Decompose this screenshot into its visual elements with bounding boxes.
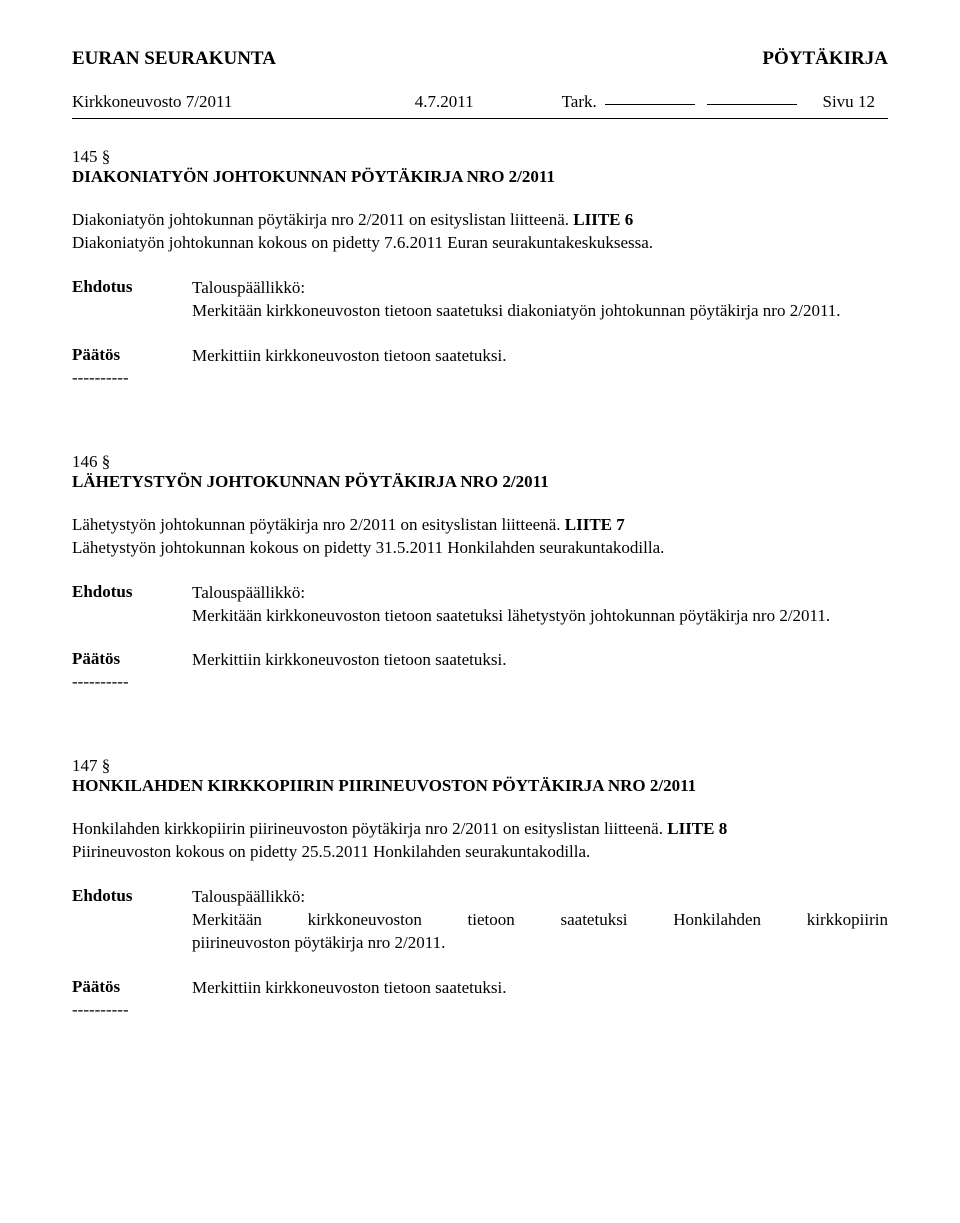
intro-part1: Lähetystyön johtokunnan pöytäkirja nro 2… xyxy=(72,515,565,534)
ehdotus-role: Talouspäällikkö: xyxy=(192,278,305,297)
section-number: 145 § xyxy=(72,147,888,167)
section-147: 147 § HONKILAHDEN KIRKKOPIIRIN PIIRINEUV… xyxy=(72,756,888,1020)
paatos-row: Päätös Merkittiin kirkkoneuvoston tietoo… xyxy=(72,649,888,672)
org-name: EURAN SEURAKUNTA xyxy=(72,48,276,70)
paatos-row: Päätös Merkittiin kirkkoneuvoston tietoo… xyxy=(72,977,888,1000)
paatos-row: Päätös Merkittiin kirkkoneuvoston tietoo… xyxy=(72,345,888,368)
intro-part1: Diakoniatyön johtokunnan pöytäkirja nro … xyxy=(72,210,573,229)
document-subheader: Kirkkoneuvosto 7/2011 4.7.2011 Tark. Siv… xyxy=(72,92,888,112)
intro-part2: Piirineuvoston kokous on pidetty 25.5.20… xyxy=(72,842,590,861)
ehdotus-text-line2: piirineuvoston pöytäkirja nro 2/2011. xyxy=(192,933,445,952)
section-intro: Lähetystyön johtokunnan pöytäkirja nro 2… xyxy=(72,514,888,560)
ehdotus-row: Ehdotus Talouspäällikkö: Merkitään kirkk… xyxy=(72,277,888,323)
header-rule xyxy=(72,118,888,119)
liite-ref: LIITE 8 xyxy=(667,819,727,838)
section-heading: DIAKONIATYÖN JOHTOKUNNAN PÖYTÄKIRJA NRO … xyxy=(72,167,888,187)
paatos-label: Päätös xyxy=(72,649,192,672)
ehdotus-label: Ehdotus xyxy=(72,277,192,323)
page-number: 12 xyxy=(858,92,875,111)
intro-part1: Honkilahden kirkkopiirin piirineuvoston … xyxy=(72,819,667,838)
paatos-label: Päätös xyxy=(72,345,192,368)
section-dashes: ---------- xyxy=(72,672,888,692)
ehdotus-text: Merkitään kirkkoneuvoston tietoon saatet… xyxy=(192,606,830,625)
tark-page: Tark. Sivu 12 xyxy=(562,92,888,112)
section-145: 145 § DIAKONIATYÖN JOHTOKUNNAN PÖYTÄKIRJ… xyxy=(72,147,888,388)
section-intro: Honkilahden kirkkopiirin piirineuvoston … xyxy=(72,818,888,864)
ehdotus-text: Merkitään kirkkoneuvoston tietoon saatet… xyxy=(192,301,841,320)
doc-type: PÖYTÄKIRJA xyxy=(762,48,888,70)
ehdotus-text-line1: Merkitään kirkkoneuvoston tietoon saatet… xyxy=(192,909,888,932)
body-and-meeting: Kirkkoneuvosto 7/2011 xyxy=(72,92,415,112)
ehdotus-role: Talouspäällikkö: xyxy=(192,583,305,602)
tark-blank-1 xyxy=(605,104,695,105)
section-heading: HONKILAHDEN KIRKKOPIIRIN PIIRINEUVOSTON … xyxy=(72,776,888,796)
ehdotus-row: Ehdotus Talouspäällikkö: Merkitään kirkk… xyxy=(72,886,888,955)
intro-part2: Lähetystyön johtokunnan kokous on pidett… xyxy=(72,538,664,557)
ehdotus-role: Talouspäällikkö: xyxy=(192,887,305,906)
section-dashes: ---------- xyxy=(72,368,888,388)
ehdotus-body: Talouspäällikkö: Merkitään kirkkoneuvost… xyxy=(192,277,888,323)
section-heading: LÄHETYSTYÖN JOHTOKUNNAN PÖYTÄKIRJA NRO 2… xyxy=(72,472,888,492)
section-146: 146 § LÄHETYSTYÖN JOHTOKUNNAN PÖYTÄKIRJA… xyxy=(72,452,888,693)
section-intro: Diakoniatyön johtokunnan pöytäkirja nro … xyxy=(72,209,888,255)
meeting-date: 4.7.2011 xyxy=(415,92,562,112)
paatos-text: Merkittiin kirkkoneuvoston tietoon saate… xyxy=(192,977,888,1000)
paatos-text: Merkittiin kirkkoneuvoston tietoon saate… xyxy=(192,345,888,368)
ehdotus-body: Talouspäällikkö: Merkitään kirkkoneuvost… xyxy=(192,886,888,955)
section-number: 147 § xyxy=(72,756,888,776)
liite-ref: LIITE 7 xyxy=(565,515,625,534)
liite-ref: LIITE 6 xyxy=(573,210,633,229)
tark-blank-2 xyxy=(707,104,797,105)
section-dashes: ---------- xyxy=(72,1000,888,1020)
page-label: Sivu xyxy=(823,92,854,111)
intro-part2: Diakoniatyön johtokunnan kokous on pidet… xyxy=(72,233,653,252)
document-header: EURAN SEURAKUNTA PÖYTÄKIRJA xyxy=(72,48,888,70)
paatos-label: Päätös xyxy=(72,977,192,1000)
tark-label: Tark. xyxy=(562,92,597,111)
ehdotus-label: Ehdotus xyxy=(72,582,192,628)
section-number: 146 § xyxy=(72,452,888,472)
ehdotus-row: Ehdotus Talouspäällikkö: Merkitään kirkk… xyxy=(72,582,888,628)
paatos-text: Merkittiin kirkkoneuvoston tietoon saate… xyxy=(192,649,888,672)
ehdotus-label: Ehdotus xyxy=(72,886,192,955)
ehdotus-body: Talouspäällikkö: Merkitään kirkkoneuvost… xyxy=(192,582,888,628)
